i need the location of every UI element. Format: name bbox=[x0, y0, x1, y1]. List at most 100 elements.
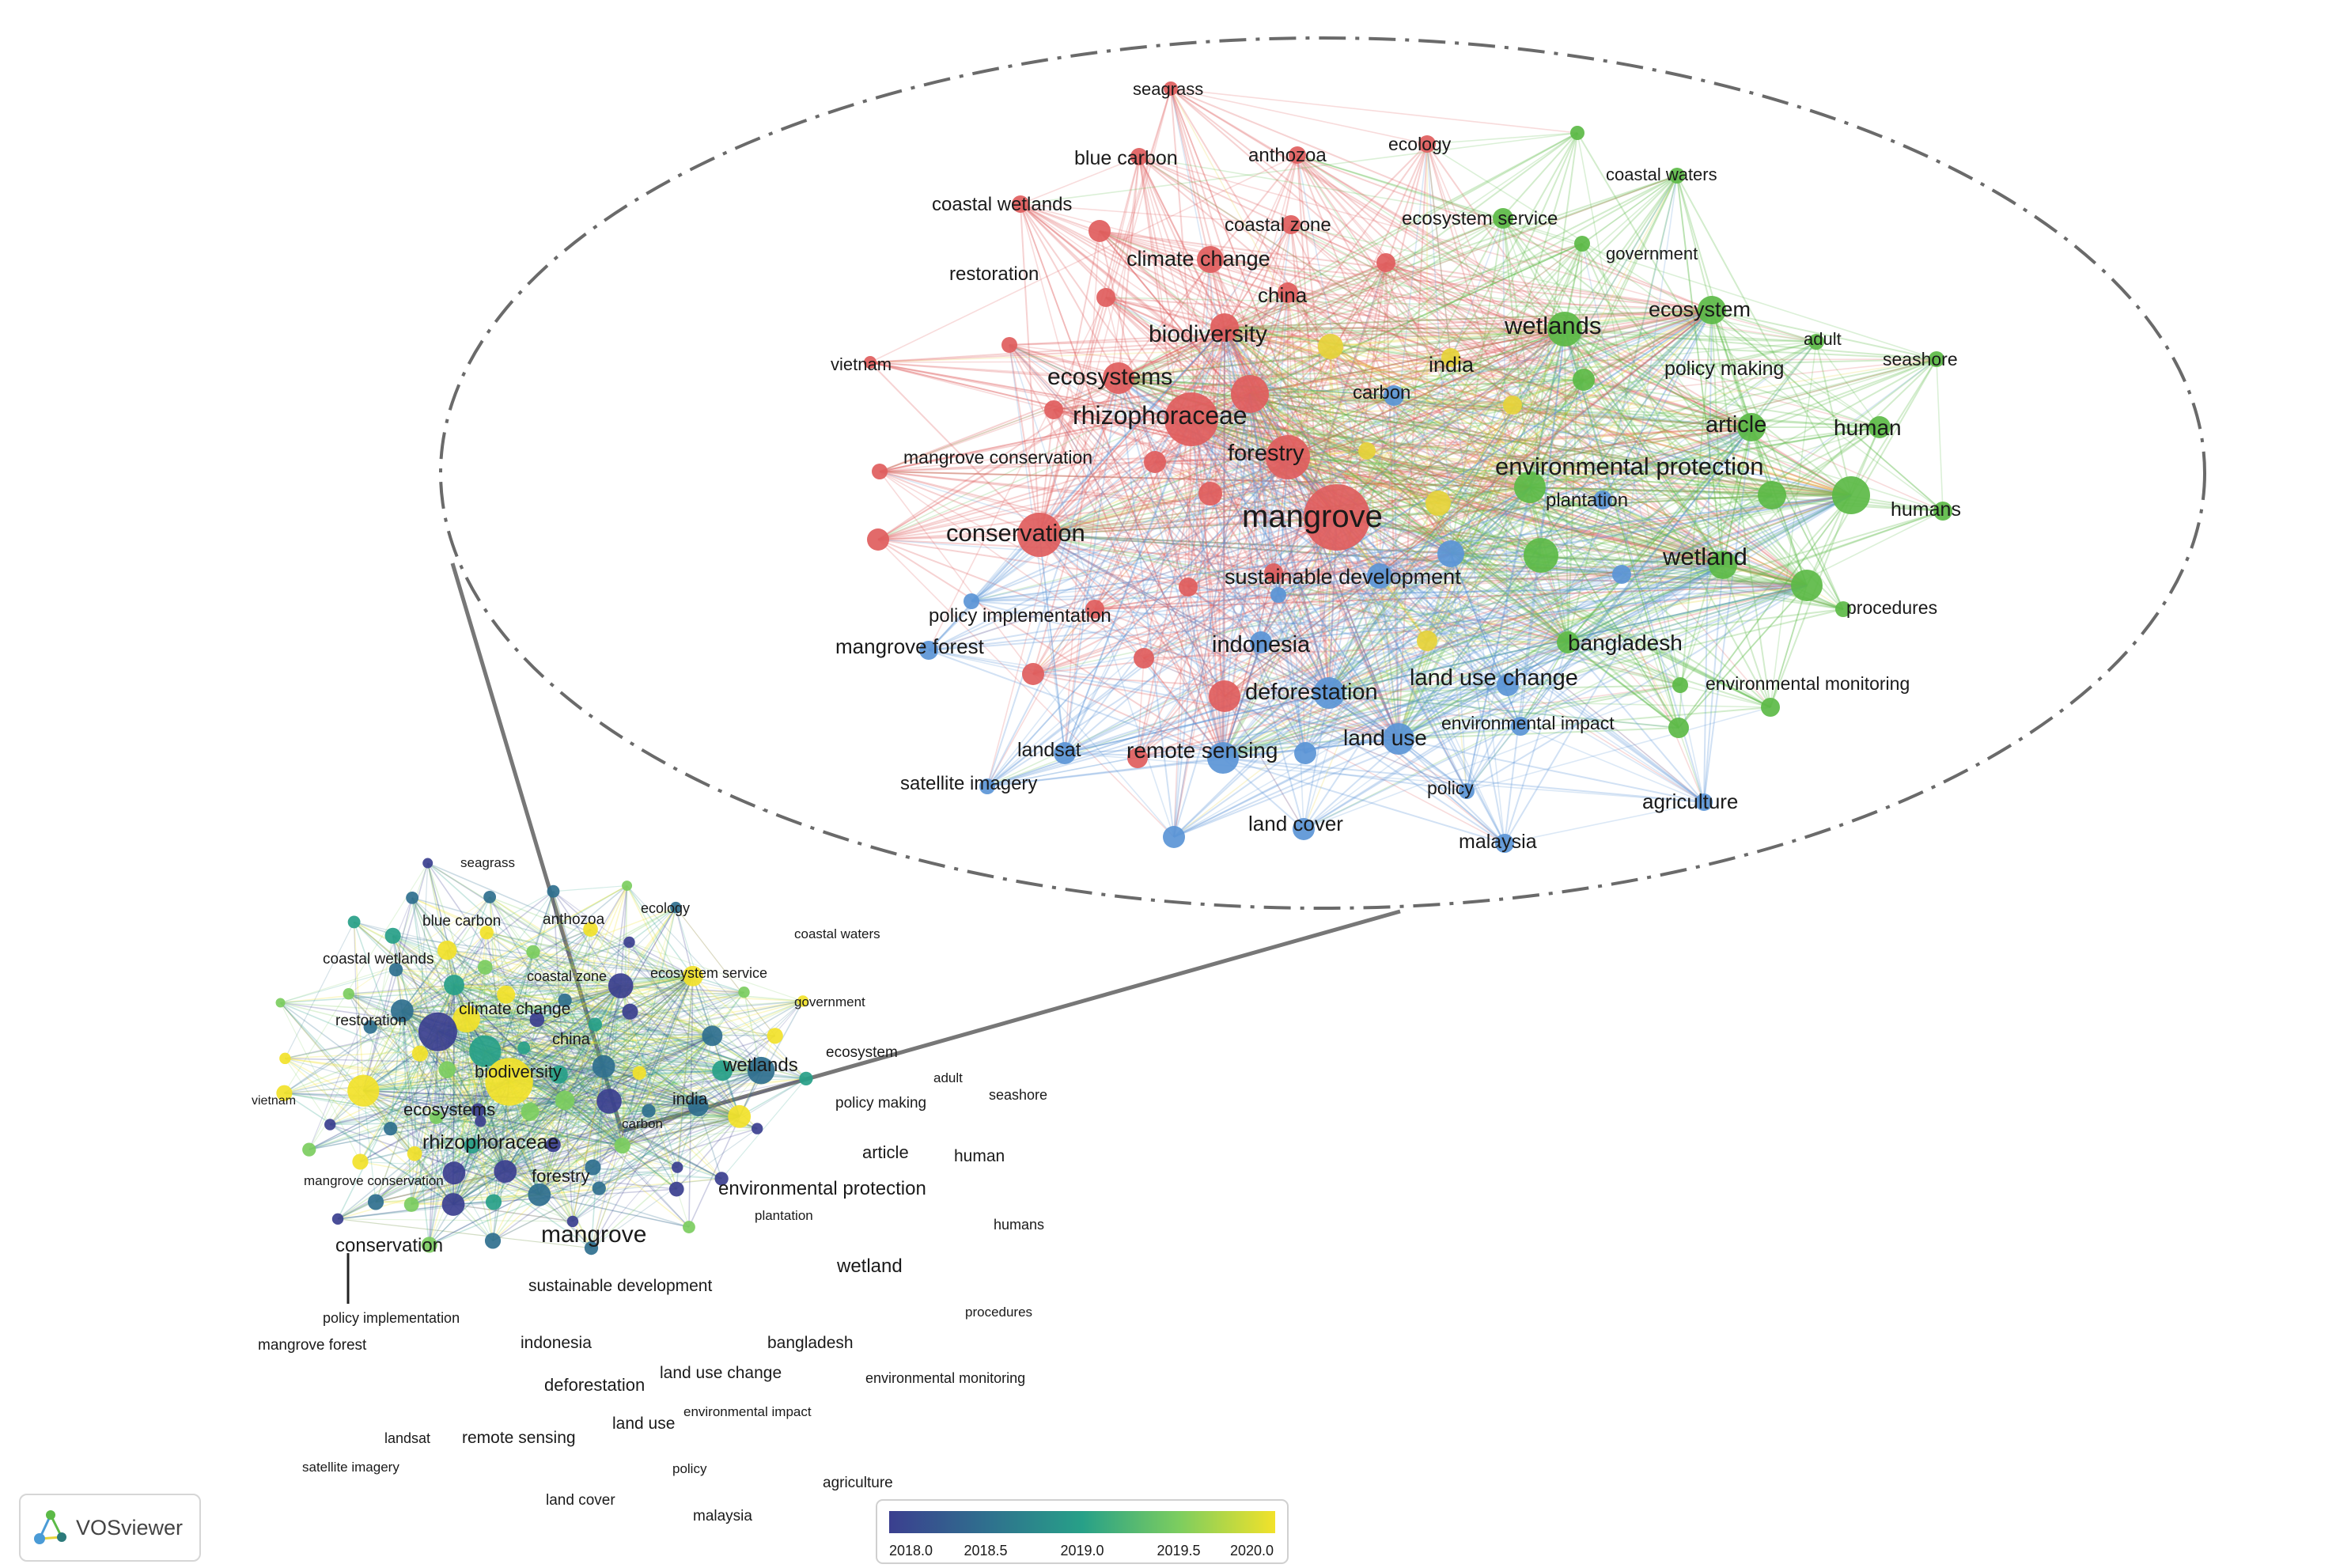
network-link bbox=[1602, 341, 1817, 501]
network-link bbox=[1287, 456, 1852, 496]
network-link bbox=[1249, 243, 1583, 395]
network-link bbox=[1328, 692, 1505, 844]
overview-node bbox=[632, 1066, 646, 1080]
network-link bbox=[1529, 487, 1679, 729]
network-link bbox=[1336, 262, 1387, 518]
network-link bbox=[1105, 88, 1172, 298]
network-link bbox=[1053, 409, 1304, 830]
zoom-node bbox=[1868, 416, 1891, 438]
network-link bbox=[401, 949, 448, 1012]
network-link bbox=[1450, 175, 1678, 555]
zoom-node bbox=[1418, 135, 1436, 153]
network-link bbox=[1224, 327, 1566, 330]
network-link bbox=[971, 564, 1724, 602]
network-link bbox=[1583, 379, 1808, 586]
network-link bbox=[354, 921, 468, 1020]
network-link bbox=[348, 975, 693, 995]
network-link bbox=[453, 932, 487, 986]
network-link bbox=[1260, 487, 1531, 643]
network-link bbox=[505, 1166, 593, 1172]
network-link bbox=[1094, 419, 1192, 610]
zoom-node bbox=[1207, 742, 1239, 774]
network-link bbox=[437, 1031, 494, 1203]
network-link bbox=[1450, 553, 1724, 566]
network-link bbox=[505, 1070, 723, 1172]
network-link bbox=[1118, 377, 1808, 586]
network-link bbox=[1507, 642, 1569, 686]
network-link bbox=[675, 907, 694, 977]
network-link bbox=[1118, 262, 1387, 379]
network-link bbox=[1502, 218, 1569, 643]
network-link bbox=[1118, 175, 1678, 379]
network-link bbox=[1287, 456, 1724, 566]
overview-node bbox=[485, 1058, 533, 1106]
network-link bbox=[1224, 327, 1773, 496]
network-link bbox=[1039, 487, 1531, 536]
network-link bbox=[1770, 585, 1808, 708]
network-link bbox=[1249, 393, 1513, 406]
network-link bbox=[1297, 154, 1603, 501]
network-link bbox=[411, 1145, 623, 1206]
network-link bbox=[1020, 203, 1225, 328]
zoom-node bbox=[1085, 600, 1104, 619]
network-link bbox=[414, 1153, 540, 1195]
network-link bbox=[1009, 344, 1531, 488]
zoom-node bbox=[1612, 565, 1631, 584]
network-link bbox=[396, 969, 468, 1020]
network-link bbox=[492, 1115, 740, 1241]
network-link bbox=[437, 1031, 473, 1146]
network-link bbox=[505, 907, 676, 1172]
ov-label-mangrove-forest: mangrove forest bbox=[258, 1337, 367, 1354]
network-link bbox=[1450, 357, 1531, 488]
network-link bbox=[1020, 203, 1119, 379]
network-link bbox=[1398, 426, 1752, 740]
network-link bbox=[505, 975, 693, 996]
network-link bbox=[1328, 262, 1387, 694]
vosviewer-logo-icon bbox=[34, 1510, 66, 1544]
network-link bbox=[1187, 586, 1224, 759]
network-link bbox=[453, 984, 623, 1146]
network-link bbox=[363, 1089, 479, 1111]
network-link bbox=[1020, 156, 1140, 205]
network-link bbox=[411, 897, 694, 977]
network-link bbox=[1039, 262, 1387, 536]
overview-node bbox=[752, 1123, 763, 1134]
network-link bbox=[375, 1115, 740, 1203]
network-link bbox=[401, 949, 448, 1012]
overview-node bbox=[279, 1052, 291, 1065]
network-link bbox=[1222, 585, 1808, 759]
network-link bbox=[1173, 494, 1773, 838]
network-link bbox=[1426, 640, 1705, 803]
network-link bbox=[594, 1024, 623, 1146]
network-link bbox=[452, 1145, 623, 1206]
network-link bbox=[621, 975, 694, 1146]
network-link bbox=[1039, 534, 1066, 754]
network-link bbox=[1170, 88, 1251, 395]
network-link bbox=[1398, 175, 1678, 740]
overview-node bbox=[331, 1213, 344, 1225]
network-link bbox=[1529, 487, 1773, 496]
network-link bbox=[877, 539, 1380, 577]
network-link bbox=[363, 1070, 723, 1092]
network-link bbox=[676, 1115, 740, 1190]
network-link bbox=[869, 346, 1331, 363]
zoom-label-anthozoa: anthozoa bbox=[1248, 145, 1327, 166]
network-link bbox=[1138, 156, 1566, 330]
network-link bbox=[348, 993, 421, 1055]
network-link bbox=[564, 1000, 677, 1190]
network-link bbox=[879, 471, 1531, 488]
network-link bbox=[1170, 88, 1306, 754]
network-link bbox=[1290, 224, 1584, 381]
network-link bbox=[414, 994, 507, 1154]
network-link bbox=[390, 1128, 454, 1205]
network-link bbox=[1502, 218, 1705, 803]
network-link bbox=[487, 931, 694, 977]
network-link bbox=[1581, 243, 1944, 512]
network-link bbox=[692, 975, 740, 1117]
network-link bbox=[592, 907, 676, 1168]
network-link bbox=[1154, 426, 1752, 463]
network-link bbox=[1143, 657, 1399, 740]
network-link bbox=[348, 993, 740, 1118]
network-link bbox=[553, 884, 627, 892]
network-link bbox=[1249, 328, 1566, 395]
